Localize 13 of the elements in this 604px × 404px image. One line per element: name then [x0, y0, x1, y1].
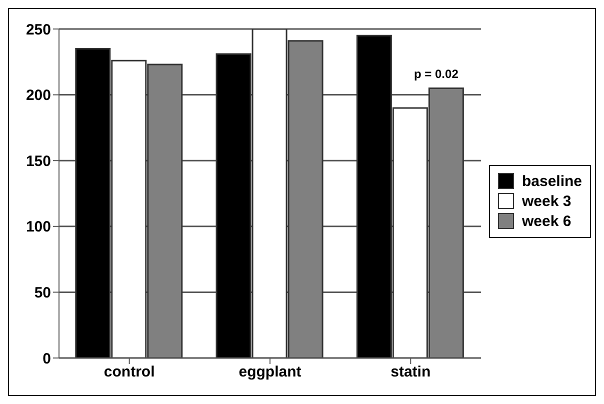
y-tick-label: 200	[26, 87, 51, 104]
legend-label: baseline	[522, 172, 582, 190]
annotation: p = 0.02	[414, 67, 458, 81]
y-tick-label: 0	[42, 350, 51, 368]
x-tick-label: control	[104, 364, 155, 381]
x-tick-label: statin	[390, 364, 431, 381]
y-tick-label: 50	[34, 284, 51, 302]
y-tick-label: 150	[26, 152, 51, 170]
y-tick-label: 100	[26, 218, 51, 236]
y-tick-label: 250	[26, 21, 51, 38]
x-tick-label: eggplant	[238, 364, 302, 381]
legend-label: week 6	[522, 212, 572, 230]
legend-label: week 3	[522, 192, 572, 210]
